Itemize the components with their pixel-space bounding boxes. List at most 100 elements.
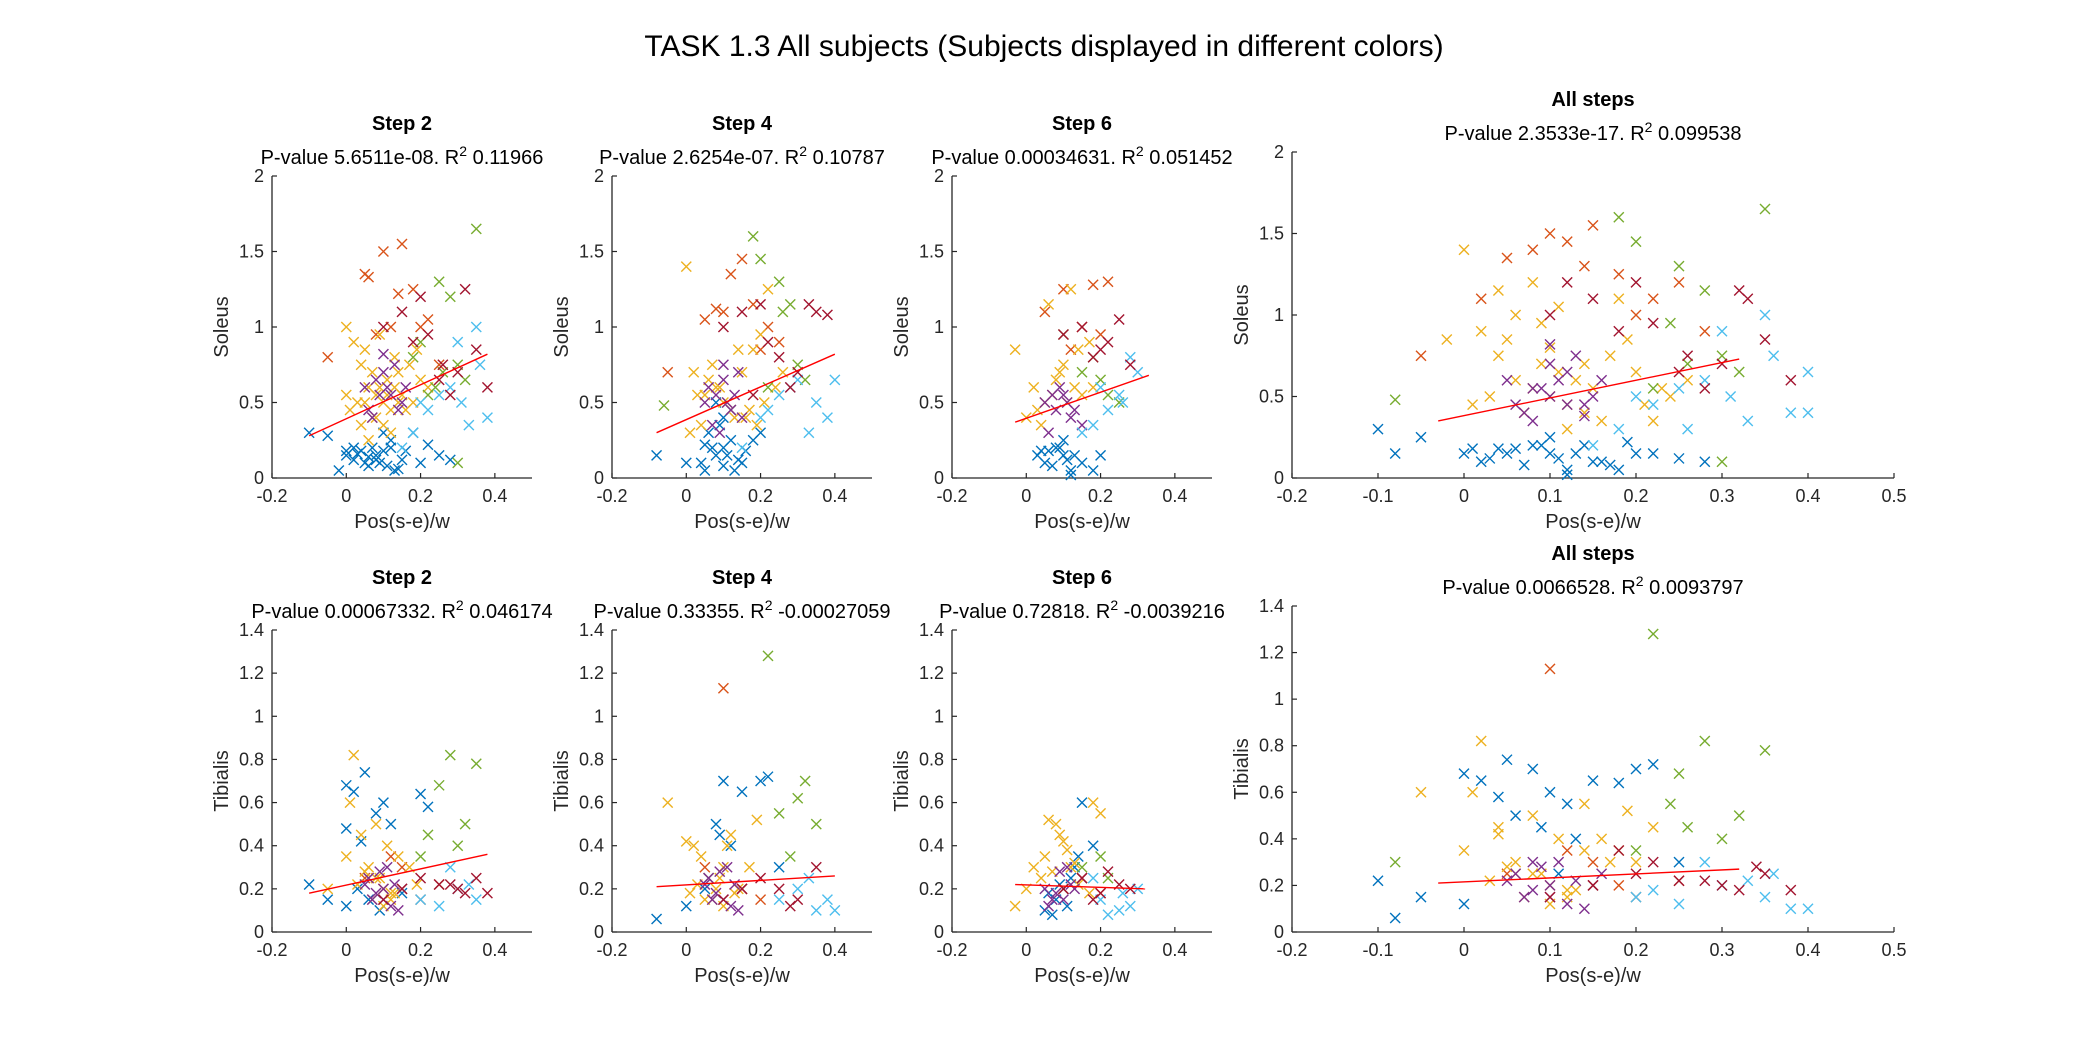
data-point: [433, 449, 445, 461]
data-point: [1561, 399, 1573, 411]
data-point: [1759, 868, 1771, 880]
data-point: [1372, 875, 1384, 887]
data-point: [1578, 439, 1590, 451]
data-point: [1673, 856, 1685, 868]
data-point: [755, 427, 767, 439]
x-tick-label: 0.4: [822, 940, 847, 960]
x-tick-label: 0.5: [1881, 940, 1906, 960]
data-point: [1544, 891, 1556, 903]
data-point: [1647, 293, 1659, 305]
data-point: [651, 913, 663, 925]
data-point: [429, 381, 441, 393]
data-point: [1587, 879, 1599, 891]
data-point: [1501, 875, 1513, 887]
data-point: [695, 419, 707, 431]
data-point: [1117, 397, 1129, 408]
panel-subtitle: P-value 0.0066528. R2 0.0093797: [1442, 573, 1743, 599]
data-point: [470, 894, 482, 906]
data-point: [415, 894, 427, 906]
data-point: [355, 445, 367, 457]
y-tick-label: 0.4: [1259, 829, 1284, 849]
data-point: [699, 464, 711, 476]
data-point: [1492, 285, 1504, 297]
data-point: [1501, 861, 1513, 873]
panel-title: Step 2: [372, 567, 432, 589]
scatter-panel-8: -0.2 -0.1 0 0.1 0.2 0.3 0.4 0.5 0 0.2 0.4 0.6 0.8 1 1.…: [1231, 543, 1907, 987]
data-point: [1501, 754, 1513, 766]
data-point: [1076, 427, 1088, 439]
data-point: [1458, 845, 1470, 856]
data-point: [725, 268, 737, 280]
data-point: [1561, 798, 1573, 810]
x-tick-label: 0.2: [748, 940, 773, 960]
data-point: [736, 442, 748, 454]
data-point: [1768, 350, 1780, 362]
data-point: [725, 829, 737, 841]
data-point: [1699, 856, 1711, 868]
data-point: [377, 246, 389, 257]
data-point: [1458, 448, 1470, 460]
x-tick-label: 0.2: [1088, 940, 1113, 960]
data-point: [1527, 244, 1539, 256]
data-point: [1673, 768, 1685, 780]
data-point: [1673, 875, 1685, 887]
data-point: [1578, 410, 1590, 422]
y-tick-label: 0.5: [919, 393, 944, 413]
y-tick-label: 0.5: [1259, 387, 1284, 407]
data-point: [1527, 868, 1539, 880]
data-point: [396, 454, 408, 466]
data-point: [1664, 391, 1676, 402]
data-point: [699, 439, 711, 451]
data-point: [773, 883, 785, 895]
data-point: [1046, 460, 1058, 472]
data-point: [1057, 835, 1069, 847]
data-point: [348, 336, 360, 348]
data-point: [1682, 423, 1694, 435]
data-point: [1664, 317, 1676, 329]
data-point: [470, 344, 482, 356]
data-point: [1415, 891, 1427, 903]
data-point: [455, 397, 467, 408]
data-point: [1076, 366, 1088, 378]
data-point: [1046, 909, 1058, 921]
data-point: [710, 883, 722, 895]
data-point: [1467, 399, 1479, 411]
data-point: [725, 840, 737, 852]
data-point: [1072, 851, 1084, 862]
data-point: [1742, 415, 1754, 427]
data-point: [1061, 900, 1073, 912]
data-point: [1613, 777, 1625, 789]
data-point: [714, 381, 726, 393]
y-tick-label: 1.2: [579, 663, 604, 683]
panel-subtitle: P-value 0.00067332. R2 0.046174: [251, 597, 552, 623]
data-point: [1535, 317, 1547, 329]
data-point: [1458, 898, 1470, 910]
data-point: [340, 851, 352, 862]
data-point: [1527, 276, 1539, 288]
data-point: [688, 840, 700, 852]
x-tick-label: 0.4: [1162, 940, 1187, 960]
data-point: [1656, 382, 1668, 394]
data-point: [396, 883, 408, 895]
y-tick-label: 0.6: [239, 793, 264, 813]
data-point: [1578, 903, 1590, 915]
data-point: [1759, 333, 1771, 345]
data-point: [717, 894, 729, 906]
data-point: [1475, 325, 1487, 337]
data-point: [732, 454, 744, 466]
data-point: [699, 313, 711, 325]
x-axis-label: Pos(s-e)/w: [694, 511, 790, 533]
data-point: [1699, 735, 1711, 747]
data-point: [385, 389, 397, 401]
data-point: [1716, 879, 1728, 891]
x-tick-label: 0.2: [408, 940, 433, 960]
x-axis-label: Pos(s-e)/w: [354, 965, 450, 987]
data-point: [699, 879, 711, 891]
data-point: [695, 851, 707, 862]
data-point: [348, 442, 360, 454]
data-point: [389, 359, 401, 371]
data-point: [1578, 399, 1590, 411]
data-point: [363, 271, 375, 283]
data-point: [1069, 883, 1081, 895]
data-point: [470, 872, 482, 884]
